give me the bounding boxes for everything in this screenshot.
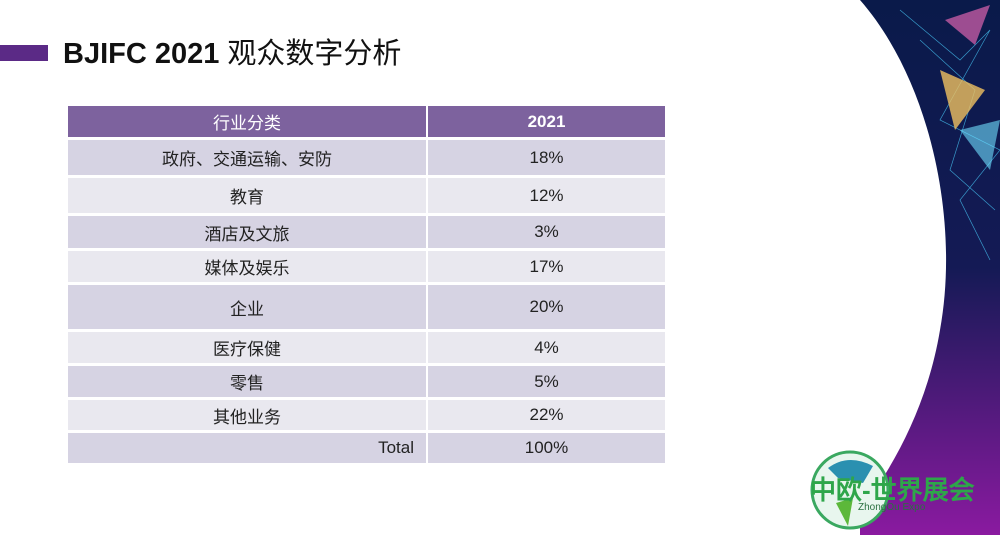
header-year: 2021 [426, 106, 665, 137]
table-total-row: Total 100% [68, 433, 665, 463]
title-accent-bar [0, 45, 48, 61]
category: 零售 [68, 366, 426, 397]
value: 20% [426, 285, 665, 329]
total-label: Total [68, 433, 426, 463]
table-row: 媒体及娱乐 17% [68, 251, 665, 282]
category: 酒店及文旅 [68, 216, 426, 248]
table-row: 医疗保健 4% [68, 332, 665, 363]
logo-cn-text: 中欧-世界展会 [810, 475, 975, 505]
value: 22% [426, 400, 665, 430]
table-row: 企业 20% [68, 285, 665, 329]
value: 12% [426, 178, 665, 213]
table-header: 行业分类 2021 [68, 106, 665, 137]
value: 18% [426, 140, 665, 175]
table-row: 其他业务 22% [68, 400, 665, 430]
value: 4% [426, 332, 665, 363]
title-bold: BJIFC 2021 [63, 38, 220, 70]
category: 医疗保健 [68, 332, 426, 363]
header-category: 行业分类 [68, 106, 426, 137]
category: 媒体及娱乐 [68, 251, 426, 282]
audience-table: 行业分类 2021 政府、交通运输、安防 18% 教育 12% 酒店及文旅 3% 媒体及… [68, 103, 665, 466]
value: 3% [426, 216, 665, 248]
category: 其他业务 [68, 400, 426, 430]
value: 17% [426, 251, 665, 282]
table-row: 政府、交通运输、安防 18% [68, 140, 665, 175]
category: 企业 [68, 285, 426, 329]
zhongou-expo-logo: 中欧-世界展会 ZhongOu Expo [808, 448, 998, 530]
page-title: BJIFC 2021 观众数字分析 [63, 30, 401, 72]
value: 5% [426, 366, 665, 397]
table-row: 零售 5% [68, 366, 665, 397]
category: 教育 [68, 178, 426, 213]
title-rest: 观众数字分析 [227, 38, 402, 70]
table-row: 酒店及文旅 3% [68, 216, 665, 248]
table-row: 教育 12% [68, 178, 665, 213]
globe-icon [810, 450, 890, 530]
logo-en-text: ZhongOu Expo [858, 502, 926, 513]
category: 政府、交通运输、安防 [68, 140, 426, 175]
total-value: 100% [426, 433, 665, 463]
